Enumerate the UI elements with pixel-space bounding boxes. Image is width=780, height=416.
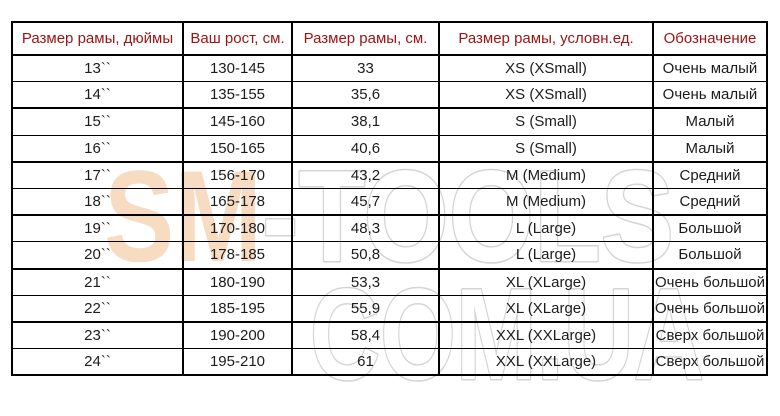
- col-header-frame-cm: Размер рамы, см.: [291, 21, 440, 56]
- table-cell: Очень большой: [652, 294, 768, 323]
- table-row: 18`` 165-178 45,7 M (Medium) Средний: [11, 187, 768, 217]
- table-header-row: Размер рамы, дюймы Ваш рост, см. Размер …: [11, 21, 768, 56]
- table-cell: XXL (XXLarge): [438, 321, 654, 350]
- table-cell: M (Medium): [438, 187, 654, 217]
- table-cell: Средний: [652, 187, 768, 217]
- table-cell: 170-180: [182, 214, 293, 243]
- table-cell: Сверх большой: [652, 321, 768, 350]
- table-cell: 195-210: [182, 348, 293, 377]
- col-header-frame-units: Размер рамы, условн.ед.: [438, 21, 654, 56]
- table-cell: 178-185: [182, 241, 293, 270]
- table-cell: Малый: [652, 107, 768, 136]
- table-row: 23`` 190-200 58,4 XXL (XXLarge) Сверх большо…: [11, 321, 768, 350]
- table-cell: 50,8: [291, 241, 440, 270]
- table-cell: Малый: [652, 134, 768, 163]
- table-cell: 40,6: [291, 134, 440, 163]
- table-cell: XXL (XXLarge): [438, 348, 654, 377]
- table-row: 20`` 178-185 50,8 L (Large) Большой: [11, 241, 768, 270]
- table-cell: Сверх большой: [652, 348, 768, 377]
- table-cell: 180-190: [182, 268, 293, 296]
- table-cell: Очень большой: [652, 268, 768, 296]
- table-cell: Большой: [652, 241, 768, 270]
- table-row: 17`` 156-170 43,2 M (Medium) Средний: [11, 161, 768, 189]
- table-cell: XL (XLarge): [438, 294, 654, 323]
- table-cell: 19``: [11, 214, 184, 243]
- table-cell: 22``: [11, 294, 184, 323]
- table-row: 21`` 180-190 53,3 XL (XLarge) Очень большой: [11, 268, 768, 296]
- table-cell: 21``: [11, 268, 184, 296]
- col-header-frame-inches: Размер рамы, дюймы: [11, 21, 184, 56]
- table-cell: 18``: [11, 187, 184, 217]
- table-cell: 45,7: [291, 187, 440, 217]
- table-cell: Очень малый: [652, 54, 768, 83]
- table-cell: 156-170: [182, 161, 293, 189]
- table-cell: XS (XSmall): [438, 54, 654, 83]
- table-cell: 48,3: [291, 214, 440, 243]
- table-cell: XS (XSmall): [438, 81, 654, 110]
- table-cell: 15``: [11, 107, 184, 136]
- col-header-height-cm: Ваш рост, см.: [182, 21, 293, 56]
- table-cell: 130-145: [182, 54, 293, 83]
- table-cell: 33: [291, 54, 440, 83]
- table-row: 24`` 195-210 61 XXL (XXLarge) Сверх большой: [11, 348, 768, 377]
- table-cell: 58,4: [291, 321, 440, 350]
- table-cell: Средний: [652, 161, 768, 189]
- table-cell: L (Large): [438, 241, 654, 270]
- table-row: 13`` 130-145 33 XS (XSmall) Очень малый: [11, 54, 768, 83]
- table-cell: 16``: [11, 134, 184, 163]
- table-row: 14`` 135-155 35,6 XS (XSmall) Очень малый: [11, 81, 768, 110]
- table-cell: 150-165: [182, 134, 293, 163]
- table-cell: 13``: [11, 54, 184, 83]
- table-row: 15`` 145-160 38,1 S (Small) Малый: [11, 107, 768, 136]
- table-cell: XL (XLarge): [438, 268, 654, 296]
- table-cell: S (Small): [438, 107, 654, 136]
- table-cell: S (Small): [438, 134, 654, 163]
- table-cell: 14``: [11, 81, 184, 110]
- table-cell: 135-155: [182, 81, 293, 110]
- table-cell: 53,3: [291, 268, 440, 296]
- table-cell: 190-200: [182, 321, 293, 350]
- table-cell: M (Medium): [438, 161, 654, 189]
- frame-size-table: Размер рамы, дюймы Ваш рост, см. Размер …: [11, 21, 768, 377]
- table-row: 19`` 170-180 48,3 L (Large) Большой: [11, 214, 768, 243]
- table-cell: 38,1: [291, 107, 440, 136]
- table-cell: Большой: [652, 214, 768, 243]
- table-row: 22`` 185-195 55,9 XL (XLarge) Очень большой: [11, 294, 768, 323]
- table-cell: 55,9: [291, 294, 440, 323]
- table-cell: 145-160: [182, 107, 293, 136]
- table-row: 16`` 150-165 40,6 S (Small) Малый: [11, 134, 768, 163]
- table-cell: 17``: [11, 161, 184, 189]
- col-header-designation: Обозначение: [652, 21, 768, 56]
- table-cell: L (Large): [438, 214, 654, 243]
- table-cell: 35,6: [291, 81, 440, 110]
- table-cell: 24``: [11, 348, 184, 377]
- table-cell: 20``: [11, 241, 184, 270]
- table-cell: 185-195: [182, 294, 293, 323]
- table-cell: Очень малый: [652, 81, 768, 110]
- table-cell: 43,2: [291, 161, 440, 189]
- table-cell: 61: [291, 348, 440, 377]
- table-cell: 165-178: [182, 187, 293, 217]
- table-cell: 23``: [11, 321, 184, 350]
